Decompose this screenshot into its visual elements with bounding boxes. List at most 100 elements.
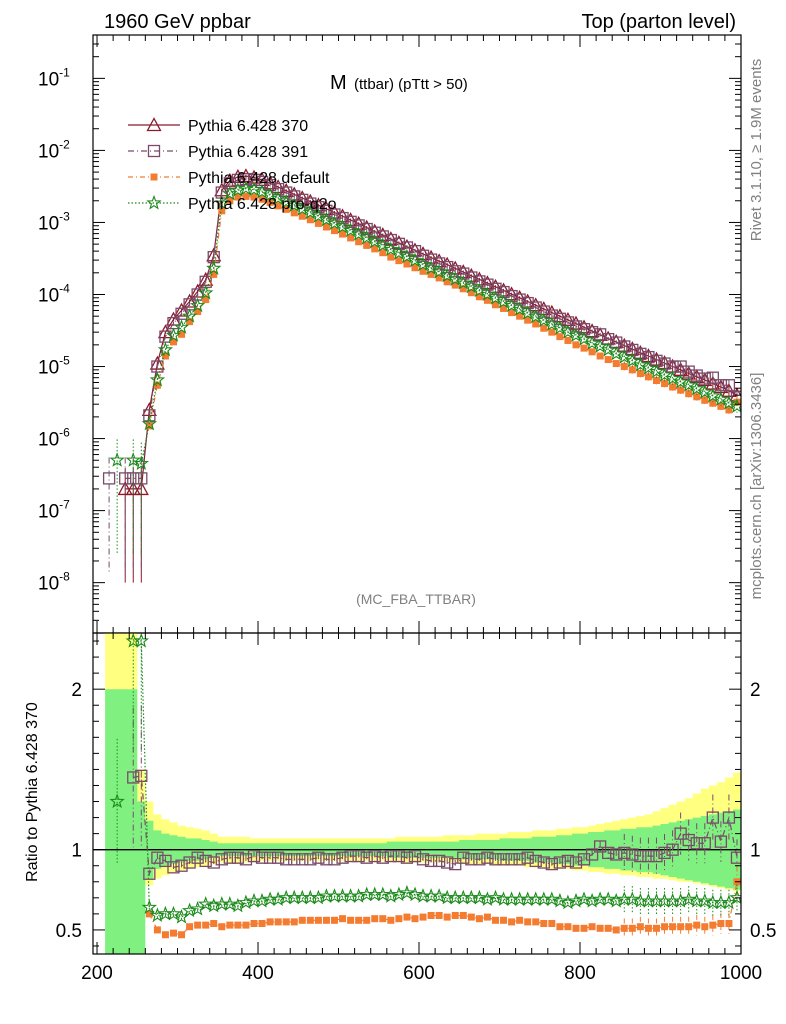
data-point bbox=[701, 923, 709, 931]
data-point bbox=[443, 278, 451, 286]
data-point bbox=[516, 916, 524, 924]
data-point bbox=[620, 363, 628, 371]
data-point bbox=[677, 386, 685, 394]
data-point bbox=[658, 846, 671, 860]
data-point bbox=[652, 376, 660, 384]
data-point bbox=[508, 309, 516, 317]
data-point bbox=[330, 916, 338, 924]
data-point bbox=[102, 472, 116, 485]
data-point bbox=[628, 924, 636, 932]
data-point bbox=[363, 241, 371, 249]
data-point bbox=[544, 316, 560, 331]
analysis-label: (MC_FBA_TTBAR) bbox=[356, 591, 476, 607]
data-point bbox=[721, 395, 737, 410]
data-point bbox=[681, 891, 697, 907]
data-point bbox=[141, 899, 158, 914]
data-point bbox=[375, 886, 391, 902]
data-point bbox=[145, 422, 153, 430]
data-point bbox=[360, 851, 373, 864]
data-point bbox=[473, 275, 486, 288]
data-point bbox=[312, 201, 325, 214]
data-point bbox=[234, 193, 242, 201]
y-tick-label: 2 bbox=[71, 680, 82, 701]
data-point bbox=[572, 341, 580, 349]
data-point bbox=[231, 851, 245, 864]
series-line bbox=[132, 187, 738, 465]
data-point bbox=[143, 867, 156, 880]
data-point bbox=[266, 198, 274, 206]
data-point bbox=[278, 193, 294, 209]
data-point bbox=[540, 920, 548, 928]
data-point bbox=[230, 897, 246, 913]
data-point bbox=[419, 267, 427, 275]
data-point bbox=[545, 857, 558, 871]
y-tick-label-right: 0.5 bbox=[750, 921, 776, 942]
data-point bbox=[706, 371, 719, 384]
data-point bbox=[191, 851, 204, 864]
data-point bbox=[173, 319, 190, 334]
data-point bbox=[524, 918, 532, 926]
x-tick-label: 200 bbox=[81, 963, 113, 984]
data-point bbox=[165, 905, 182, 921]
data-point bbox=[379, 249, 387, 257]
data-point bbox=[449, 265, 462, 278]
legend-marker bbox=[147, 144, 161, 158]
legend-marker bbox=[150, 173, 158, 181]
data-point bbox=[339, 230, 347, 238]
data-point bbox=[270, 190, 286, 206]
data-point bbox=[471, 889, 488, 905]
data-point bbox=[347, 234, 355, 242]
data-point bbox=[145, 910, 153, 918]
data-point bbox=[383, 241, 399, 257]
data-point bbox=[407, 886, 423, 902]
data-point bbox=[355, 238, 363, 246]
data-point bbox=[387, 253, 395, 261]
data-point bbox=[465, 271, 478, 284]
data-point bbox=[487, 889, 504, 905]
data-point bbox=[632, 356, 649, 372]
data-point bbox=[218, 923, 226, 931]
data-point bbox=[182, 293, 198, 308]
data-point bbox=[384, 849, 397, 863]
data-point bbox=[387, 916, 395, 924]
data-point bbox=[214, 195, 230, 210]
data-point bbox=[698, 837, 711, 850]
data-point bbox=[475, 293, 483, 301]
data-point bbox=[626, 848, 639, 861]
data-point bbox=[495, 293, 512, 309]
data-point bbox=[280, 853, 293, 866]
data-point bbox=[491, 916, 499, 924]
data-point bbox=[616, 348, 633, 364]
data-point bbox=[326, 215, 343, 230]
data-point bbox=[713, 391, 729, 406]
data-point bbox=[487, 289, 504, 305]
data-point bbox=[416, 249, 430, 262]
data-point bbox=[666, 843, 679, 856]
legend-marker bbox=[146, 194, 162, 210]
data-point bbox=[376, 230, 389, 243]
data-point bbox=[729, 398, 741, 413]
data-point bbox=[449, 857, 462, 871]
data-point bbox=[186, 923, 194, 931]
data-point bbox=[339, 915, 347, 923]
data-point bbox=[403, 260, 411, 268]
y-tick-label-right: 1 bbox=[750, 841, 761, 862]
data-point bbox=[561, 854, 575, 868]
data-point bbox=[457, 851, 470, 864]
data-point bbox=[650, 849, 663, 863]
data-point bbox=[529, 301, 542, 314]
data-point bbox=[612, 926, 620, 934]
data-point bbox=[322, 916, 330, 924]
data-point bbox=[693, 921, 701, 929]
data-point bbox=[644, 924, 652, 932]
data-point bbox=[282, 918, 290, 926]
data-point bbox=[556, 923, 564, 931]
data-point bbox=[620, 924, 628, 932]
y-tick-label: 10-1 bbox=[38, 65, 70, 90]
data-point bbox=[725, 406, 733, 414]
data-point bbox=[459, 285, 467, 293]
data-point bbox=[161, 931, 169, 939]
data-point bbox=[471, 282, 488, 298]
data-point bbox=[411, 915, 419, 923]
data-point bbox=[690, 837, 703, 850]
